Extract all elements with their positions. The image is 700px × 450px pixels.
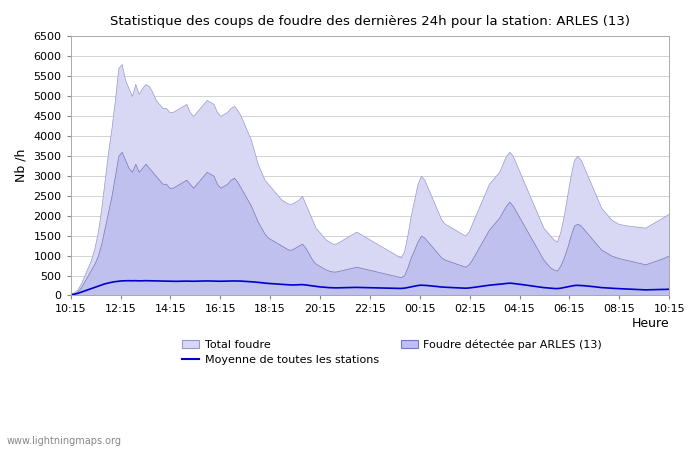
Text: www.lightningmaps.org: www.lightningmaps.org xyxy=(7,436,122,446)
Y-axis label: Nb /h: Nb /h xyxy=(15,149,28,182)
Title: Statistique des coups de foudre des dernières 24h pour la station: ARLES (13): Statistique des coups de foudre des dern… xyxy=(110,15,630,28)
Text: Heure: Heure xyxy=(631,318,669,330)
Legend: Total foudre, Moyenne de toutes les stations, Foudre détectée par ARLES (13): Total foudre, Moyenne de toutes les stat… xyxy=(178,335,606,369)
